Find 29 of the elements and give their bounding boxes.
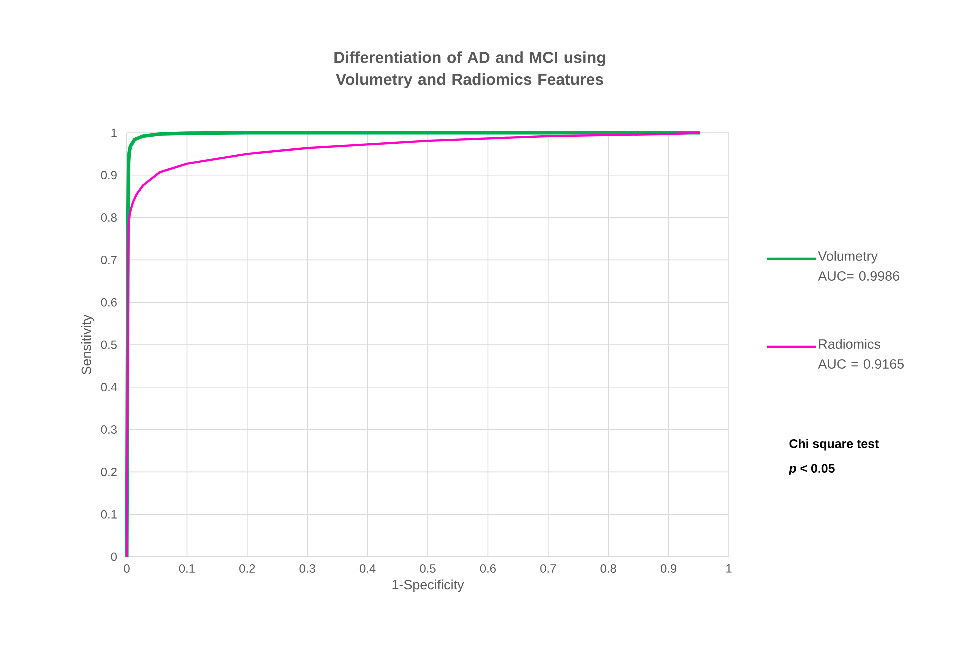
legend-label: Volumetry AUC= 0.9986 <box>818 251 900 281</box>
chart-title: Differentiation of AD and MCI using Volumetry and Radiomics Features <box>334 52 606 88</box>
y-tick-label: 0.8 <box>101 214 117 222</box>
y-tick-label: 0.3 <box>101 426 117 434</box>
x-tick-label: 0.9 <box>660 564 677 573</box>
x-tick-label: 0.5 <box>420 564 436 573</box>
y-tick-label: 0.2 <box>101 468 117 476</box>
x-tick-label: 0.8 <box>600 564 616 573</box>
x-tick-label: 0.6 <box>480 564 496 573</box>
text: Chi square test <box>790 439 880 451</box>
x-tick-label: 1 <box>726 564 732 573</box>
y-tick-label: 1 <box>112 128 117 138</box>
x-tick-label: 0.7 <box>540 564 556 573</box>
y-tick-label: 0 <box>111 552 118 562</box>
legend-label: Radiomics AUC = 0.9165 <box>818 339 904 369</box>
y-tick-label: 0.5 <box>101 340 117 350</box>
x-tick-label: 0.1 <box>179 564 195 573</box>
y-tick-label: 0.6 <box>101 298 117 307</box>
y-tick-label: 0.4 <box>101 383 118 392</box>
y-tick-label: 0.7 <box>101 256 117 264</box>
x-tick-label: 0 <box>124 564 130 573</box>
text: p < 0.05 <box>788 464 835 476</box>
x-tick-label: 0.2 <box>240 564 256 573</box>
x-axis-title: 1-Specificity <box>392 580 464 592</box>
y-tick-label: 0.9 <box>101 171 117 180</box>
y-axis-title: Sensitivity <box>81 314 94 375</box>
y-tick-label: 0.1 <box>101 510 117 519</box>
x-tick-label: 0.3 <box>300 564 316 573</box>
x-tick-label: 0.4 <box>360 564 376 573</box>
